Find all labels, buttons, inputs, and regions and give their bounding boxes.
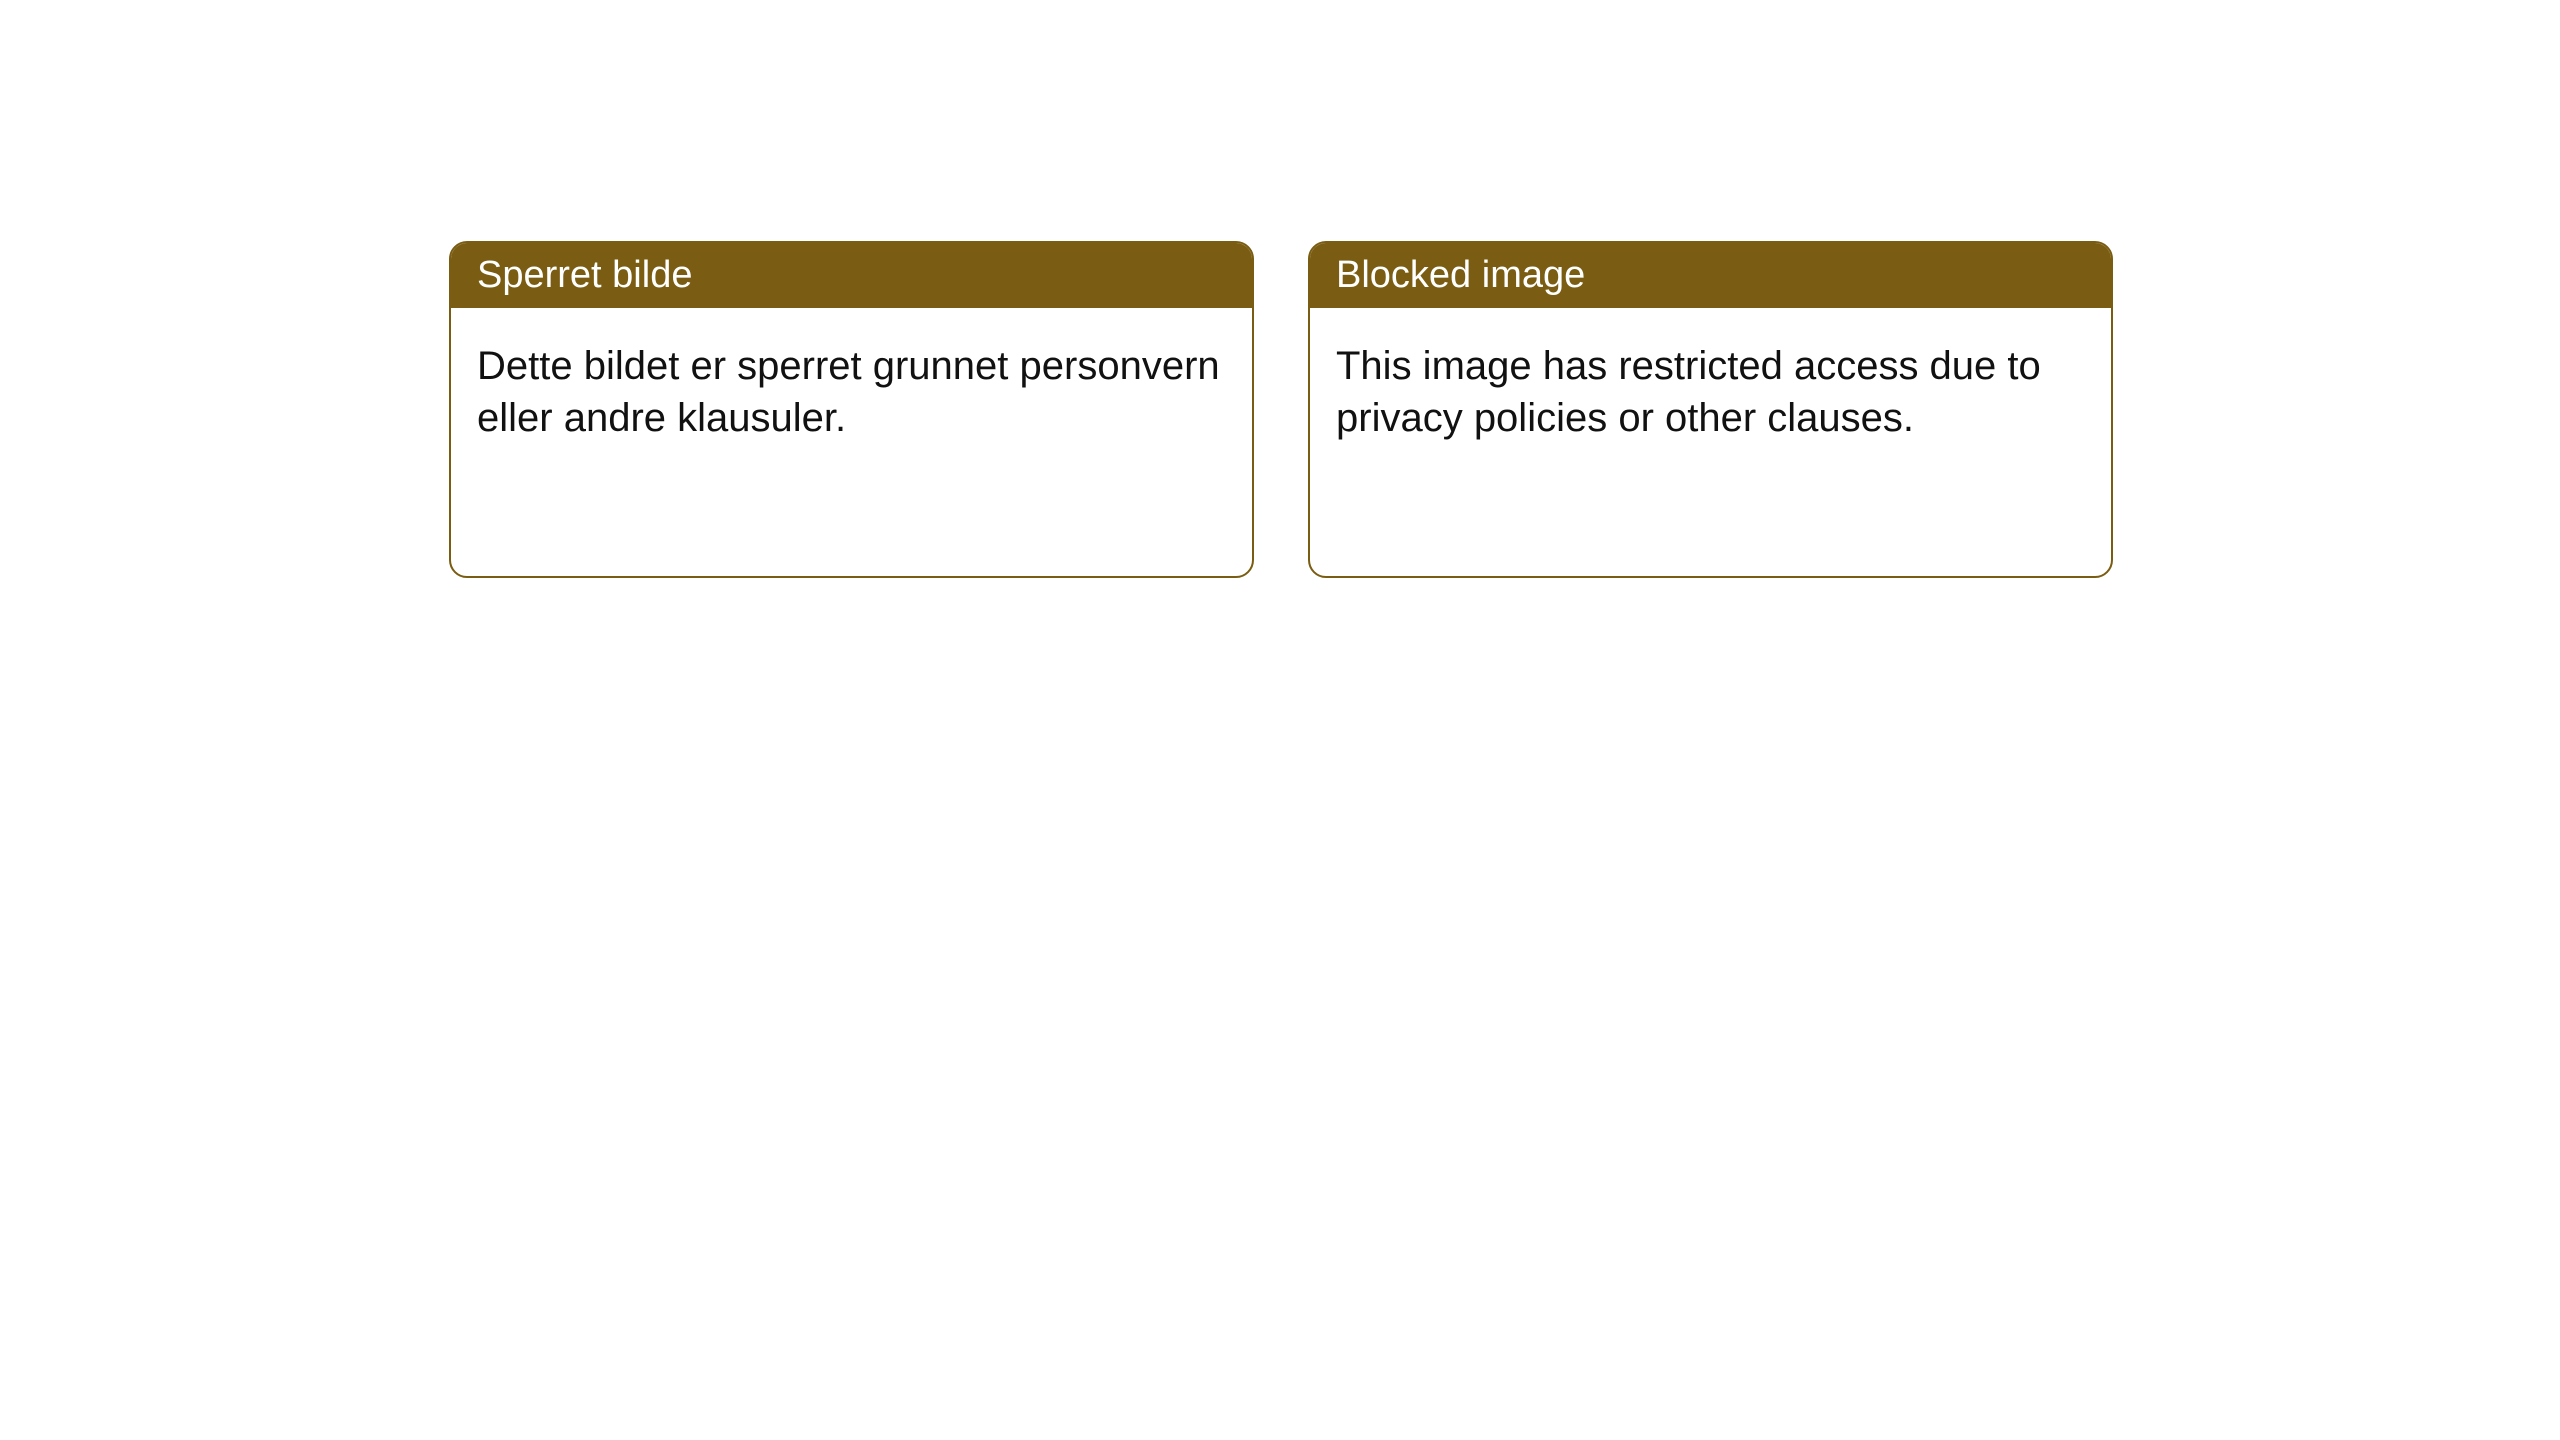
notice-body-text: Dette bildet er sperret grunnet personve…	[477, 344, 1220, 440]
notice-title: Sperret bilde	[477, 254, 692, 296]
notice-header: Blocked image	[1310, 243, 2111, 308]
notice-card-english: Blocked image This image has restricted …	[1308, 241, 2113, 578]
notice-title: Blocked image	[1336, 254, 1585, 296]
notice-body: This image has restricted access due to …	[1310, 308, 2111, 476]
notice-card-norwegian: Sperret bilde Dette bildet er sperret gr…	[449, 241, 1254, 578]
notice-container: Sperret bilde Dette bildet er sperret gr…	[449, 241, 2113, 578]
notice-header: Sperret bilde	[451, 243, 1252, 308]
notice-body: Dette bildet er sperret grunnet personve…	[451, 308, 1252, 476]
notice-body-text: This image has restricted access due to …	[1336, 344, 2041, 440]
